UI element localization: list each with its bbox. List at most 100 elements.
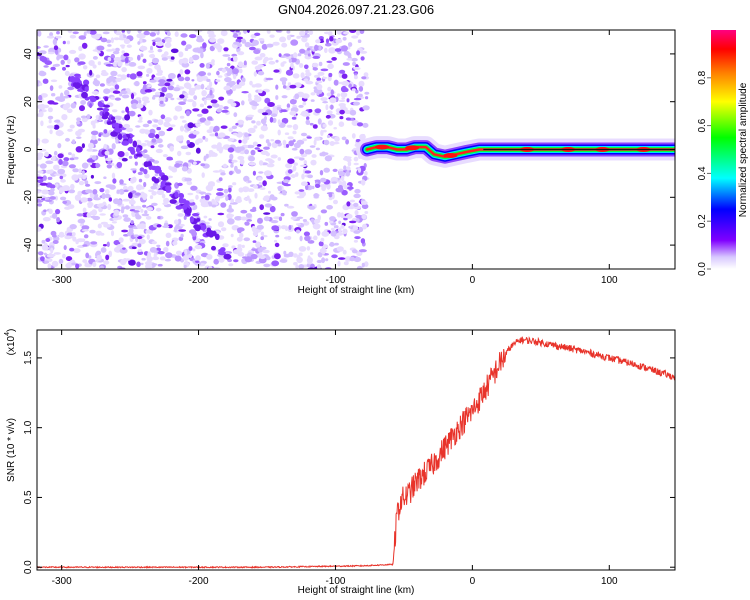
noise-speck (204, 194, 210, 201)
noise-speck (211, 198, 215, 204)
noise-speck (100, 221, 108, 225)
noise-streak-speck (106, 121, 113, 125)
noise-speck (360, 200, 368, 205)
noise-speck (346, 201, 351, 207)
noise-speck (326, 110, 333, 115)
noise-speck (146, 234, 150, 240)
noise-speck (286, 205, 295, 209)
noise-speck (218, 105, 224, 110)
noise-speck (296, 195, 305, 199)
noise-speck (40, 256, 45, 262)
noise-speck (280, 212, 285, 217)
noise-speck (172, 241, 178, 246)
noise-speck (162, 202, 168, 206)
noise-speck (139, 167, 145, 172)
noise-speck (158, 130, 166, 137)
noise-speck (320, 68, 329, 72)
noise-speck (199, 117, 207, 123)
noise-speck (58, 187, 64, 194)
noise-speck (46, 125, 55, 129)
noise-speck (336, 112, 341, 115)
noise-speck (333, 79, 339, 86)
noise-speck (185, 110, 191, 117)
noise-speck (145, 216, 152, 220)
noise-speck (100, 247, 107, 253)
noise-speck (303, 160, 307, 165)
noise-speck (139, 45, 148, 51)
noise-speck (37, 183, 41, 187)
noise-speck (204, 221, 210, 225)
noise-speck (235, 169, 242, 174)
noise-streak-speck (96, 107, 104, 111)
noise-speck (263, 56, 269, 62)
noise-speck (207, 30, 212, 35)
noise-speck (113, 30, 117, 34)
noise-speck (270, 139, 275, 142)
noise-speck (126, 44, 132, 48)
x-tick-label: -200 (189, 576, 209, 587)
noise-speck (114, 84, 120, 90)
noise-speck (320, 177, 327, 183)
noise-speck (50, 230, 57, 236)
noise-speck (151, 202, 158, 206)
colorbar-label: Normalized spectral amplitude (738, 82, 749, 217)
noise-speck (119, 44, 126, 47)
noise-speck (312, 67, 318, 71)
noise-speck (152, 41, 156, 46)
noise-speck (274, 253, 281, 260)
noise-speck (272, 107, 278, 111)
noise-speck (216, 108, 223, 113)
noise-speck (269, 116, 274, 123)
noise-speck (186, 140, 190, 145)
noise-speck (340, 224, 345, 229)
noise-speck (112, 217, 119, 221)
noise-speck (226, 72, 232, 76)
noise-speck (137, 236, 143, 240)
noise-speck (280, 62, 285, 67)
noise-speck (244, 132, 249, 138)
noise-speck (298, 189, 305, 192)
noise-speck (286, 235, 292, 240)
noise-speck (190, 185, 198, 191)
noise-speck (106, 49, 114, 52)
noise-speck (103, 260, 110, 265)
noise-speck (137, 65, 146, 70)
noise-speck (51, 260, 59, 267)
noise-speck (312, 55, 321, 59)
noise-speck (165, 37, 172, 44)
noise-speck (226, 62, 231, 67)
noise-speck (345, 139, 349, 145)
noise-speck (244, 41, 252, 48)
noise-speck (321, 185, 326, 192)
noise-streak-speck (211, 245, 216, 251)
noise-speck (144, 173, 150, 179)
noise-speck (338, 171, 346, 177)
noise-speck (279, 36, 287, 43)
noise-speck (78, 53, 86, 60)
noise-speck (261, 43, 268, 50)
noise-speck (238, 139, 242, 144)
noise-speck (60, 179, 66, 183)
noise-speck (123, 123, 131, 129)
noise-speck (37, 203, 42, 207)
noise-speck (247, 93, 252, 100)
spectrogram-xlabel: Height of straight line (km) (298, 285, 415, 296)
noise-speck (51, 155, 56, 161)
noise-speck (323, 139, 330, 146)
noise-speck (41, 189, 49, 195)
y-tick-label: 0.0 (23, 560, 34, 574)
noise-speck (211, 144, 219, 149)
noise-speck (290, 62, 294, 69)
noise-speck (232, 132, 239, 136)
noise-speck (273, 69, 280, 73)
noise-speck (177, 76, 185, 82)
noise-speck (292, 130, 297, 135)
noise-speck (351, 133, 356, 139)
noise-streak-speck (199, 224, 207, 231)
noise-speck (312, 124, 318, 129)
noise-streak-speck (122, 134, 127, 139)
y-tick-label: 0.5 (23, 490, 34, 504)
noise-speck (70, 102, 77, 109)
noise-speck (138, 223, 146, 230)
noise-speck (51, 93, 56, 97)
